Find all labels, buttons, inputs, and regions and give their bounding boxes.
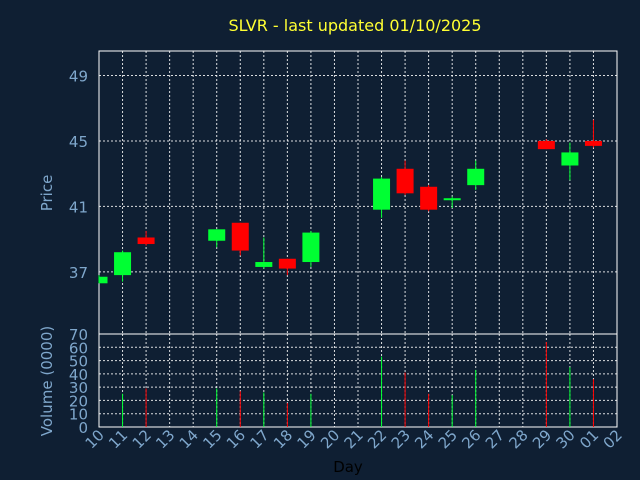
candle-24 xyxy=(420,185,438,212)
volume-gridlines xyxy=(99,334,617,427)
candle-body xyxy=(114,252,132,276)
candle-25 xyxy=(443,196,461,209)
volume-tick-label: 0 xyxy=(78,419,88,437)
candle-body xyxy=(396,168,414,194)
candle-30 xyxy=(561,142,579,181)
volume-tick-label: 70 xyxy=(69,326,88,344)
candle-11 xyxy=(114,250,132,282)
x-tick-label: 25 xyxy=(435,426,461,452)
x-tick-label: 11 xyxy=(105,426,131,452)
x-tick-label: 20 xyxy=(317,426,343,452)
price-tick-label: 37 xyxy=(69,264,88,282)
candle-18 xyxy=(278,258,296,276)
x-tick-label: 23 xyxy=(388,426,414,452)
volume-tick-label: 60 xyxy=(69,339,88,357)
x-tick-label: 30 xyxy=(553,426,579,452)
x-tick-label: 28 xyxy=(505,426,531,452)
x-tick-label: 22 xyxy=(364,426,390,452)
candle-body xyxy=(420,186,438,210)
volume-axis-label: Volume (0000) xyxy=(38,326,56,436)
price-panel: 37 41 45 49 Price xyxy=(38,50,618,335)
price-tick-label: 49 xyxy=(69,68,88,86)
candle-26 xyxy=(467,160,485,191)
candle-body xyxy=(584,140,602,146)
candle-body xyxy=(537,140,555,150)
volume-tick-label: 30 xyxy=(69,379,88,397)
price-y-ticks: 37 41 45 49 xyxy=(69,68,88,282)
candle-body xyxy=(302,232,320,263)
candle-29 xyxy=(537,139,555,150)
chart-title: SLVR - last updated 01/10/2025 xyxy=(228,16,481,35)
candle-19 xyxy=(302,230,320,267)
candle-16 xyxy=(231,222,249,256)
x-tick-label: 29 xyxy=(529,426,555,452)
price-axis-label: Price xyxy=(38,175,56,212)
candle-body xyxy=(99,276,108,284)
x-tick-label: 26 xyxy=(458,426,484,452)
candle-body xyxy=(561,152,579,166)
candle-body xyxy=(373,178,391,210)
x-tick-label: 27 xyxy=(482,426,508,452)
x-tick-label: 24 xyxy=(411,426,437,452)
volume-tick-label: 40 xyxy=(69,366,88,384)
candle-body xyxy=(467,168,485,186)
candle-body xyxy=(231,222,249,251)
x-tick-label: 19 xyxy=(294,426,320,452)
price-gridlines xyxy=(99,51,617,334)
x-tick-label: 14 xyxy=(176,426,202,452)
volume-tick-label: 10 xyxy=(69,406,88,424)
candle-12 xyxy=(137,230,155,246)
x-tick-label: 15 xyxy=(199,426,225,452)
volume-tick-label: 50 xyxy=(69,353,88,371)
x-axis-label: Day xyxy=(333,458,363,476)
x-tick-label: 01 xyxy=(576,426,602,452)
price-tick-label: 41 xyxy=(69,198,88,216)
candle-body xyxy=(208,229,226,241)
x-tick-label: 17 xyxy=(246,426,272,452)
volume-bars xyxy=(122,341,594,427)
x-tick-label: 18 xyxy=(270,426,296,452)
x-tick-label: 12 xyxy=(129,426,155,452)
candle-23 xyxy=(396,160,414,195)
price-tick-label: 45 xyxy=(69,133,88,151)
candle-22 xyxy=(373,176,391,218)
x-tick-label: 21 xyxy=(341,426,367,452)
candle-01 xyxy=(584,119,602,148)
candle-body xyxy=(278,258,296,269)
candle-17 xyxy=(255,237,273,269)
candle-body xyxy=(137,237,155,245)
x-tick-label: 13 xyxy=(152,426,178,452)
candles xyxy=(98,119,602,284)
candle-body xyxy=(443,198,461,201)
volume-tick-label: 20 xyxy=(69,392,88,410)
candle-10 xyxy=(98,275,108,284)
x-tick-label: 16 xyxy=(223,426,249,452)
candle-15 xyxy=(208,229,226,248)
x-tick-label: 02 xyxy=(600,426,626,452)
candle-body xyxy=(255,262,273,267)
x-axis-ticks: 1011121314151617181920212223242526272829… xyxy=(82,426,626,452)
